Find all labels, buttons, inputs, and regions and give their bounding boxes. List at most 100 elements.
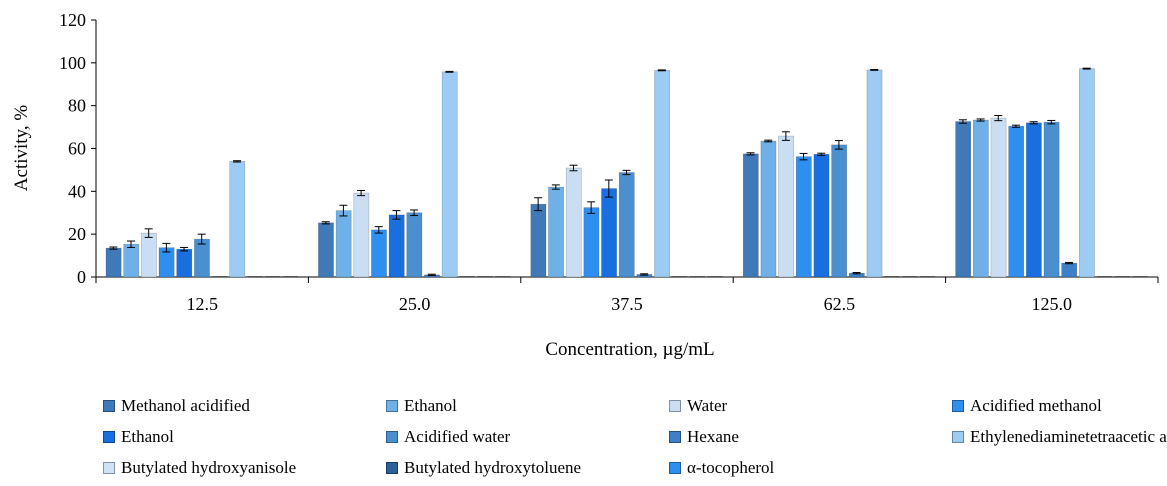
error-bar (958, 119, 967, 124)
bar (335, 210, 352, 278)
y-tick-label: 20 (68, 224, 86, 244)
legend-label: Water (687, 395, 728, 415)
legend-swatch (952, 399, 964, 412)
error-bar (781, 131, 790, 141)
error-bar (392, 210, 401, 220)
legend-item: Methanol acidified (103, 391, 386, 420)
bar (194, 238, 210, 278)
error-bar (834, 140, 843, 150)
bar (1025, 122, 1042, 278)
bar (123, 243, 140, 278)
bar (318, 222, 334, 278)
error-bar (852, 272, 861, 275)
x-axis-label: Concentration, µg/mL (545, 339, 714, 360)
legend-item: α-tocopherol (669, 453, 952, 482)
bar (813, 153, 830, 278)
error-bar (764, 139, 773, 143)
error-bar (1082, 67, 1091, 70)
bar (141, 232, 157, 278)
legend-swatch (669, 399, 681, 412)
error-bar (994, 115, 1003, 122)
legend-item: Acidified water (386, 422, 669, 451)
error-bar (551, 184, 560, 190)
legend-label: Butylated hydroxyanisole (121, 457, 297, 477)
error-bar (197, 233, 206, 245)
x-tick-label: 37.5 (611, 294, 643, 314)
error-bar (410, 209, 419, 217)
x-tick-label: 12.5 (186, 294, 218, 314)
bar (742, 153, 759, 278)
legend-label: Ethylenediaminetetraacetic acid (970, 426, 1167, 446)
legend-item: Ethanol (103, 422, 386, 451)
error-bar (587, 201, 596, 214)
y-axis: 0 20 40 60 80 100 120 (59, 10, 97, 287)
bar (441, 71, 458, 278)
y-tick-label: 100 (59, 53, 86, 73)
y-tick-label: 120 (59, 10, 86, 30)
legend-item: Water (669, 391, 952, 420)
legend-label: Acidified water (404, 426, 511, 446)
error-bar (1064, 261, 1073, 265)
error-bar (233, 160, 242, 163)
legend-swatch (103, 461, 115, 474)
x-axis: 12.5 25.0 37.5 62.5 125.0 (95, 276, 1159, 314)
error-bar (339, 204, 348, 217)
error-bar (445, 70, 454, 73)
bar (371, 229, 387, 278)
bar (990, 117, 1007, 278)
legend-item: Ethanol (386, 391, 669, 420)
error-bar (127, 240, 136, 248)
error-bar (622, 169, 631, 176)
y-tick-label: 80 (68, 96, 86, 116)
bar (866, 69, 883, 278)
error-bar (180, 246, 189, 252)
bar (406, 212, 423, 278)
x-tick-label: 125.0 (1032, 294, 1073, 314)
bar (105, 247, 122, 278)
legend-label: Acidified methanol (970, 395, 1102, 415)
error-bar (817, 152, 826, 156)
legend-swatch (669, 461, 681, 474)
bar (760, 140, 777, 278)
legend-swatch (386, 399, 398, 412)
legend-swatch (386, 461, 398, 474)
bars-group (105, 67, 1148, 278)
error-bar (976, 118, 985, 122)
x-tick-label: 25.0 (399, 294, 431, 314)
error-bar (374, 226, 383, 234)
bar (1043, 121, 1060, 278)
error-bar (569, 164, 578, 172)
error-bar (604, 179, 613, 198)
bar-chart: 0 20 40 60 80 100 120 12.5 25.0 37.5 62.5 125.0 Ac… (11, 10, 1159, 360)
bar (1061, 262, 1078, 278)
legend-item: Butylated hydroxytoluene (386, 453, 669, 482)
error-bar (799, 152, 808, 161)
legend-swatch (952, 430, 964, 443)
legend-swatch (386, 430, 398, 443)
legend-label: Ethanol (121, 426, 174, 446)
bar (565, 167, 582, 278)
legend-label: Butylated hydroxytoluene (404, 457, 582, 477)
legend-swatch (103, 430, 115, 443)
legend-item: Ethylenediaminetetraacetic acid (952, 422, 1167, 451)
legend-item: Hexane (669, 422, 952, 451)
bar (601, 188, 617, 278)
legend-item: Acidified methanol (952, 391, 1167, 420)
error-bar (162, 242, 171, 253)
bar (388, 214, 405, 278)
legend-swatch (103, 399, 115, 412)
y-tick-label: 60 (68, 139, 86, 159)
legend-label: Hexane (687, 426, 739, 446)
x-tick-label: 62.5 (824, 294, 856, 314)
bar (229, 161, 246, 278)
error-bar (427, 273, 436, 277)
bar (583, 207, 600, 278)
error-bar (357, 189, 366, 197)
error-bar (109, 246, 118, 250)
error-bar (144, 228, 153, 238)
error-bar (1029, 121, 1038, 125)
error-bar (657, 69, 666, 72)
legend-label: Methanol acidified (121, 395, 250, 415)
bar (176, 248, 193, 278)
bar (1008, 125, 1025, 278)
